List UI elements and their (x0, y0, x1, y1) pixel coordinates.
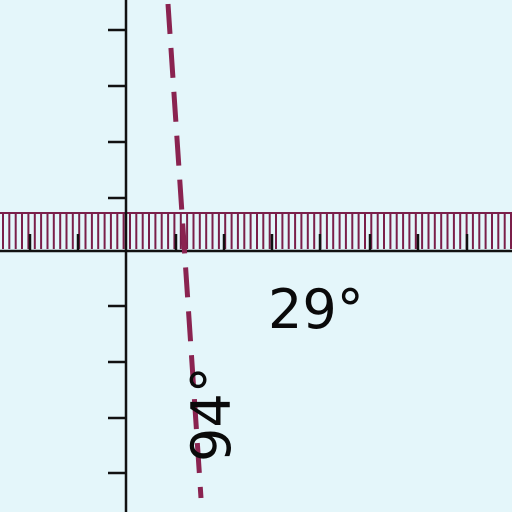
band-angle-label: 29° (268, 278, 364, 341)
hatched-band (2, 213, 512, 249)
dashed-line (165, 3, 204, 499)
dashed-line-angle-label: 94° (180, 366, 243, 462)
axis-ticks (28, 28, 469, 475)
